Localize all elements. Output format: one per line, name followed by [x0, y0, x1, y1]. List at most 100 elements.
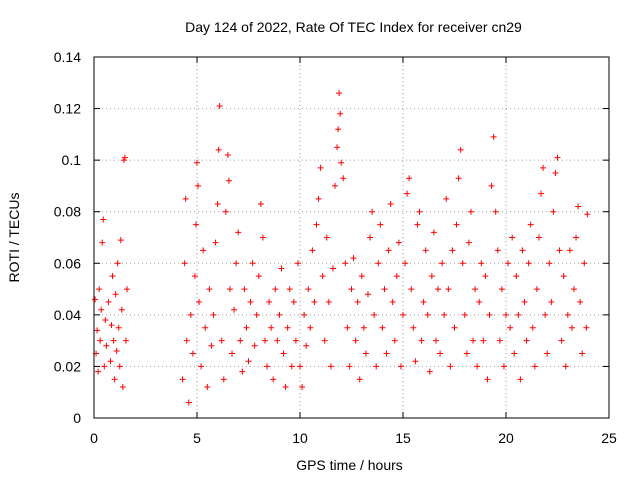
- data-point: [299, 384, 306, 391]
- data-point: [216, 102, 223, 109]
- data-point: [397, 363, 404, 370]
- data-point: [237, 337, 244, 344]
- data-point: [535, 234, 542, 241]
- data-point: [494, 247, 501, 254]
- data-point: [303, 342, 310, 349]
- data-point: [101, 363, 108, 370]
- data-point: [488, 182, 495, 189]
- data-point: [334, 144, 341, 151]
- data-point: [383, 350, 390, 357]
- data-point: [573, 234, 580, 241]
- data-point: [102, 317, 109, 324]
- data-point: [100, 216, 107, 223]
- data-point: [472, 286, 479, 293]
- data-point: [381, 286, 388, 293]
- data-point: [202, 324, 209, 331]
- data-point: [498, 286, 505, 293]
- data-point: [317, 164, 324, 171]
- data-point: [360, 324, 367, 331]
- data-point: [108, 322, 115, 329]
- data-point: [189, 350, 196, 357]
- data-point: [290, 298, 297, 305]
- data-point: [245, 358, 252, 365]
- data-point: [196, 298, 203, 305]
- data-point: [447, 363, 454, 370]
- data-point: [373, 363, 380, 370]
- data-point: [282, 384, 289, 391]
- data-point: [327, 363, 334, 370]
- data-point: [389, 298, 396, 305]
- data-point: [111, 376, 118, 383]
- data-point: [463, 350, 470, 357]
- data-point: [340, 175, 347, 182]
- data-point: [194, 159, 200, 166]
- data-point: [280, 350, 287, 357]
- data-point: [239, 368, 246, 375]
- data-point: [484, 376, 491, 383]
- data-point: [402, 260, 409, 267]
- data-point: [459, 260, 466, 267]
- data-point: [116, 363, 123, 370]
- data-point: [511, 350, 518, 357]
- data-point: [323, 234, 330, 241]
- data-point: [342, 260, 349, 267]
- data-point: [191, 273, 198, 280]
- data-point: [513, 273, 520, 280]
- data-point: [301, 311, 308, 318]
- x-tick-label: 25: [601, 430, 617, 446]
- data-point: [118, 306, 125, 313]
- data-point: [414, 221, 421, 228]
- x-tick-label: 10: [292, 430, 308, 446]
- data-point: [584, 211, 591, 218]
- data-point: [311, 298, 318, 305]
- data-point: [113, 347, 120, 354]
- data-point: [451, 324, 458, 331]
- data-point: [297, 363, 303, 370]
- x-tick-label: 5: [193, 430, 201, 446]
- data-point: [435, 286, 442, 293]
- data-point: [416, 208, 423, 215]
- data-point: [346, 363, 353, 370]
- data-point: [241, 286, 248, 293]
- data-point: [531, 363, 538, 370]
- data-point: [457, 146, 464, 153]
- data-point: [114, 260, 121, 267]
- data-point: [408, 286, 415, 293]
- data-point: [441, 311, 448, 318]
- data-point: [95, 368, 102, 375]
- data-point: [266, 298, 273, 305]
- data-point: [210, 311, 217, 318]
- data-point: [562, 363, 569, 370]
- data-point: [496, 337, 503, 344]
- data-point: [505, 260, 512, 267]
- y-tick-label: 0.06: [54, 255, 81, 271]
- data-point: [257, 200, 264, 207]
- data-point: [337, 110, 344, 117]
- data-point: [200, 247, 207, 254]
- data-point: [577, 298, 584, 305]
- plot-frame: [93, 56, 610, 419]
- data-point: [274, 337, 281, 344]
- x-tick-label: 0: [90, 430, 98, 446]
- data-point: [259, 234, 266, 241]
- data-point: [422, 247, 429, 254]
- data-point: [443, 195, 450, 202]
- data-point: [305, 286, 312, 293]
- data-point: [517, 376, 524, 383]
- y-tick-label: 0.1: [62, 152, 82, 168]
- data-point: [546, 260, 553, 267]
- data-point: [225, 177, 232, 184]
- data-point: [313, 221, 320, 228]
- data-point: [478, 260, 485, 267]
- data-point: [107, 358, 114, 365]
- data-point: [356, 376, 363, 383]
- data-point: [329, 265, 336, 272]
- data-point: [412, 358, 419, 365]
- data-point: [470, 337, 477, 344]
- data-point: [249, 260, 256, 267]
- data-point: [332, 182, 339, 189]
- data-point: [542, 311, 549, 318]
- data-point: [548, 298, 555, 305]
- data-point: [364, 291, 371, 298]
- data-point: [525, 260, 532, 267]
